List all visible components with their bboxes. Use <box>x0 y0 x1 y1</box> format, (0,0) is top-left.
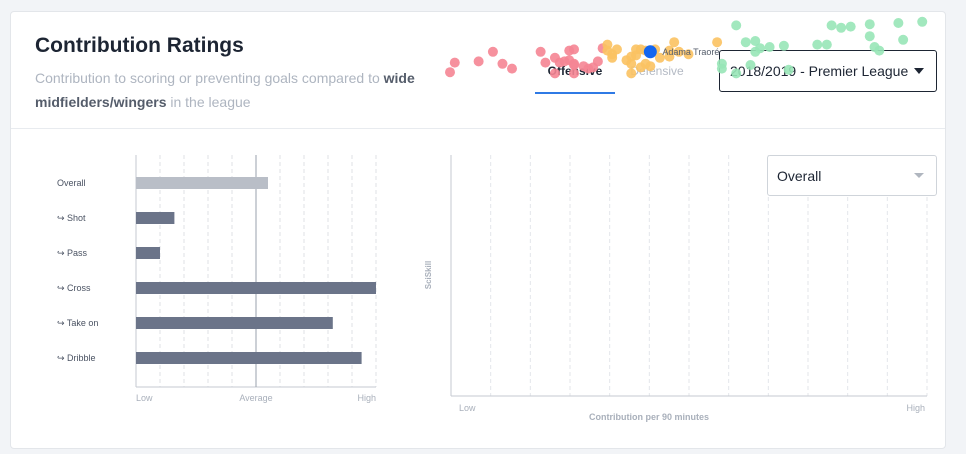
scatter-point <box>487 46 498 57</box>
scatter-point <box>898 34 909 45</box>
subtitle-text: Contribution to scoring or preventing go… <box>35 70 380 86</box>
bar-chart: Overall ↪ Shot ↪ Pass ↪ Cross ↪ Take on ↪ Dri… <box>57 155 377 403</box>
scatter-point <box>540 57 551 68</box>
scatter-point <box>845 21 856 32</box>
scatter-point <box>917 16 928 27</box>
charts-canvas: Overall ↪ Shot ↪ Pass ↪ Cross ↪ Take on ↪ Dri… <box>57 16 928 422</box>
highlight-point <box>643 45 657 59</box>
scatter-point <box>664 51 675 62</box>
subtitle-position-group: wide midfielders/wingers <box>35 70 415 110</box>
scatter-point <box>611 44 622 55</box>
bar-tick-label: Low <box>136 393 153 403</box>
scatter-point <box>778 40 789 51</box>
scatter-point <box>750 36 761 46</box>
bar-tick-label: Average <box>239 393 272 403</box>
scatter-point <box>731 68 742 79</box>
bar <box>136 317 333 329</box>
caret-down-icon <box>914 68 924 74</box>
scatter-point <box>569 60 580 70</box>
scatter-chart: Adama Traoré Low High Contribution per 90 m… <box>424 16 928 422</box>
highlight-label: Adama Traoré <box>662 47 719 57</box>
scatter-point <box>864 31 875 42</box>
scatter-point <box>836 22 847 33</box>
bar-category-label: ↪ Dribble <box>57 353 96 363</box>
scatter-point <box>821 39 832 50</box>
bar-tick-label: High <box>357 393 376 403</box>
bar-category-label: ↪ Cross <box>57 283 91 293</box>
bar-category-label: ↪ Take on <box>57 318 98 328</box>
header-divider <box>11 128 945 129</box>
scatter-point <box>535 46 546 57</box>
scatter-point <box>607 52 618 63</box>
scatter-tick-label: Low <box>459 403 476 413</box>
caret-down-icon <box>914 173 924 178</box>
scatter-point <box>507 63 518 74</box>
scatter-point <box>449 57 460 68</box>
bar-category-label: Overall <box>57 178 86 188</box>
scatter-point <box>669 37 680 48</box>
bar <box>136 352 362 364</box>
scatter-point <box>569 68 580 79</box>
bar <box>136 177 268 189</box>
scatter-point <box>683 49 694 60</box>
scatter-point <box>893 18 904 28</box>
scatter-point <box>716 63 727 74</box>
scatter-point <box>592 56 603 67</box>
scatter-point <box>783 64 794 75</box>
bar <box>136 212 175 224</box>
bar <box>136 282 376 294</box>
scatter-point <box>826 20 837 31</box>
scatter-point <box>745 60 756 70</box>
scatter-point <box>497 58 508 69</box>
bar <box>136 247 160 259</box>
scatter-point <box>626 58 637 69</box>
scatter-point <box>740 37 751 48</box>
bar-category-label: ↪ Shot <box>57 213 86 223</box>
scatter-point <box>864 19 875 30</box>
scatter-point <box>874 45 885 56</box>
scatter-point <box>549 68 560 79</box>
bar-category-label: ↪ Pass <box>57 248 88 258</box>
scatter-point <box>445 67 455 78</box>
page-title: Contribution Ratings <box>35 34 244 57</box>
scatter-point <box>731 20 742 31</box>
scatter-tick-label: High <box>906 403 925 413</box>
scatter-point <box>673 46 684 57</box>
scatter-point <box>755 43 766 54</box>
metric-select-value: Overall <box>777 168 822 184</box>
contribution-ratings-card: Contribution Ratings Contribution to sco… <box>10 11 946 449</box>
scatter-point <box>654 52 665 63</box>
scatter-point <box>626 68 637 79</box>
metric-select[interactable]: Overall <box>767 155 937 196</box>
scatter-point <box>569 44 580 55</box>
scatter-x-axis-label: Contribution per 90 minutes <box>589 412 709 422</box>
scatter-point <box>712 37 723 48</box>
page-subtitle: Contribution to scoring or preventing go… <box>35 66 455 114</box>
scatter-point <box>645 61 656 72</box>
scatter-point <box>812 39 823 50</box>
scatter-point <box>473 56 484 67</box>
scatter-point <box>764 42 775 52</box>
subtitle-suffix: in the league <box>170 94 251 110</box>
scatter-y-axis-label: SciSkill <box>424 261 433 289</box>
season-select-value: 2018/2019 - Premier League <box>730 63 909 79</box>
